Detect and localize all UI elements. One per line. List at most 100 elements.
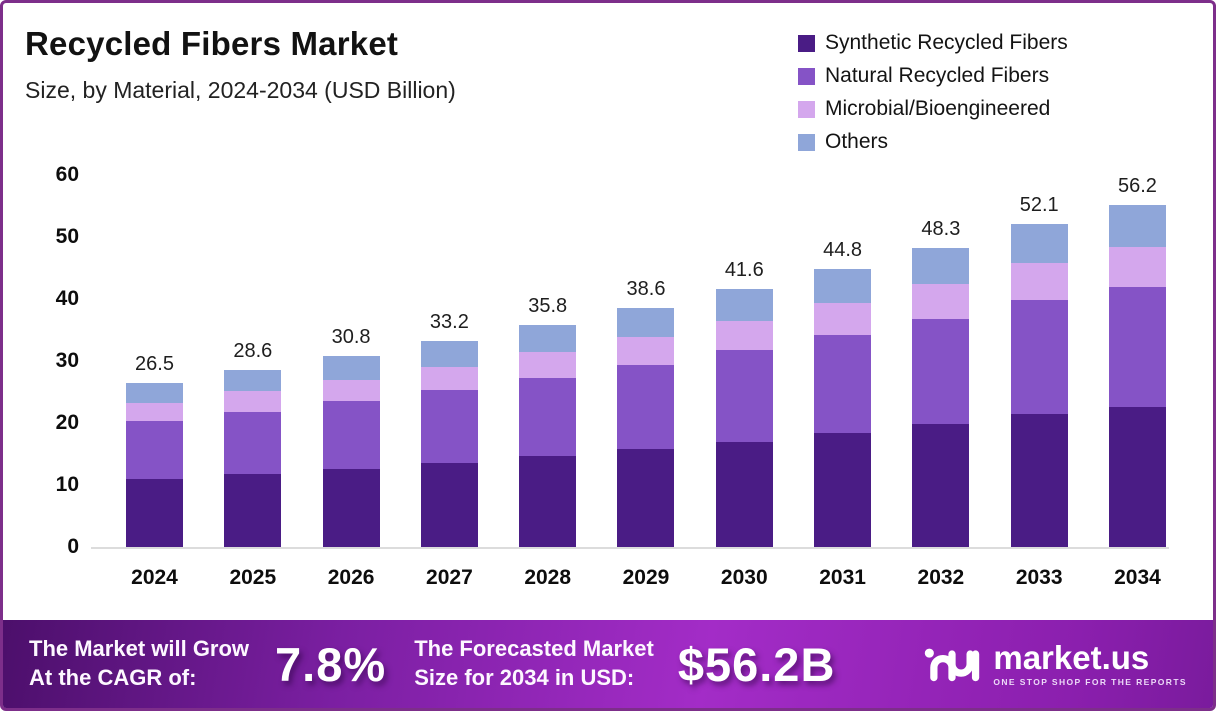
legend-label: Natural Recycled Fibers: [825, 64, 1050, 87]
y-tick-20: 20: [55, 411, 79, 434]
bars-row: 26.5 28.6 30.8 33.2 35.8 38.6 41.6 44.8 48.3 52.1…: [126, 175, 1166, 547]
bar-2025: 28.6: [224, 175, 282, 547]
page-subtitle: Size, by Material, 2024-2034 (USD Billio…: [25, 77, 456, 103]
forecast-label: The Forecasted Market Size for 2034 in U…: [414, 636, 654, 690]
x-tick-2033: 2033: [1015, 566, 1063, 589]
bar-segment: [912, 284, 970, 319]
bar-segment: [322, 379, 380, 402]
bar-segment: [1108, 286, 1166, 408]
bar-segment: [420, 341, 478, 367]
bar-segment: [126, 421, 183, 480]
market-us-logo: market.us ONE STOP SHOP FOR THE REPORTS: [923, 641, 1187, 687]
bar-segment: [519, 325, 577, 353]
x-tick-2026: 2026: [327, 566, 375, 589]
bar-segment: [519, 352, 577, 378]
bar-segment: [1108, 407, 1166, 547]
logo-wordmark: market.us: [993, 639, 1150, 676]
x-tick-2032: 2032: [917, 566, 965, 589]
y-tick-10: 10: [55, 473, 79, 496]
bar-segment: [519, 455, 577, 547]
legend-swatch-icon: [798, 68, 815, 85]
x-tick-2034: 2034: [1114, 566, 1161, 589]
legend-item-1: Synthetic Recycled Fibers: [798, 31, 1068, 55]
bar-2032: 48.3: [912, 175, 970, 547]
page-title: Recycled Fibers Market: [25, 25, 399, 62]
bar-segment: [715, 350, 773, 442]
bar-segment: [617, 307, 675, 337]
market-us-logo-icon: [925, 648, 980, 682]
bar-segment: [715, 320, 773, 351]
x-axis-line: [91, 547, 1169, 549]
bar-2028: 35.8: [519, 175, 577, 547]
y-tick-50: 50: [55, 225, 79, 248]
legend-label: Others: [825, 130, 889, 153]
legend-item-3: Microbial/Bioengineered: [798, 97, 1068, 121]
footer-banner: The Market will Grow At the CAGR of: 7.8…: [3, 620, 1213, 708]
bar-segment: [814, 432, 872, 547]
bar-segment: [1010, 263, 1068, 301]
bar-2027: 33.2: [420, 175, 478, 547]
bar-total-label: 35.8: [528, 295, 568, 318]
bar-segment: [420, 390, 478, 463]
legend-label: Microbial/Bioengineered: [825, 97, 1051, 120]
y-tick-60: 60: [55, 163, 79, 186]
bar-segment: [1010, 300, 1068, 415]
bar-2030: 41.6: [715, 175, 773, 547]
x-axis-labels: 2024 2025 2026 2027 2028 2029 2030 2031 2032 2033…: [126, 566, 1166, 590]
x-tick-2024: 2024: [131, 566, 178, 589]
x-tick-2030: 2030: [720, 566, 768, 589]
y-tick-0: 0: [67, 535, 79, 558]
bar-segment: [715, 441, 773, 547]
bar-segment: [912, 318, 970, 425]
legend-item-2: Natural Recycled Fibers: [798, 64, 1068, 88]
bar-segment: [322, 356, 380, 380]
bar-2024: 26.5: [126, 175, 183, 547]
bar-segment: [617, 336, 675, 365]
bar-total-label: 30.8: [331, 326, 371, 349]
bar-segment: [617, 449, 675, 547]
forecast-value: $56.2B: [677, 637, 836, 691]
bar-total-label: 38.6: [626, 277, 666, 300]
bar-segment: [519, 377, 577, 456]
bar-2034: 56.2: [1108, 174, 1166, 547]
bar-segment: [126, 402, 183, 422]
x-tick-2028: 2028: [524, 566, 572, 589]
bar-segment: [126, 479, 183, 547]
cagr-value: 7.8%: [275, 637, 387, 691]
bar-segment: [715, 289, 773, 321]
legend-swatch-icon: [798, 101, 815, 118]
legend-label: Synthetic Recycled Fibers: [825, 31, 1068, 54]
header: Recycled Fibers Market Size, by Material…: [25, 25, 456, 104]
bar-segment: [224, 369, 282, 392]
bar-segment: [912, 247, 970, 285]
x-tick-2029: 2029: [622, 566, 670, 589]
bar-2031: 44.8: [814, 175, 872, 547]
x-tick-2027: 2027: [426, 566, 473, 589]
bar-segment: [420, 366, 478, 391]
y-tick-30: 30: [55, 349, 79, 372]
bar-total-label: 28.6: [233, 339, 273, 362]
bar-segment: [1108, 204, 1166, 247]
cagr-label: The Market will Grow At the CAGR of:: [29, 636, 250, 690]
bar-2033: 52.1: [1010, 175, 1068, 547]
bar-segment: [912, 424, 970, 547]
legend-item-4: Others: [798, 130, 1068, 154]
bar-segment: [814, 334, 872, 433]
bar-segment: [814, 269, 872, 303]
bar-segment: [322, 468, 380, 547]
bar-total-label: 44.8: [823, 239, 863, 262]
bar-total-label: 48.3: [921, 217, 961, 240]
x-tick-2025: 2025: [229, 566, 277, 589]
bar-segment: [224, 474, 282, 547]
bar-segment: [1010, 224, 1068, 264]
bar-segment: [1108, 246, 1166, 287]
bar-total-label: 56.2: [1118, 174, 1157, 197]
logo-tagline: ONE STOP SHOP FOR THE REPORTS: [993, 677, 1187, 687]
bar-2029: 38.6: [617, 175, 675, 547]
legend-swatch-icon: [798, 35, 815, 52]
bar-segment: [617, 364, 675, 450]
logo-text-block: market.us ONE STOP SHOP FOR THE REPORTS: [993, 641, 1187, 687]
bar-total-label: 52.1: [1019, 194, 1059, 217]
x-tick-2031: 2031: [819, 566, 866, 589]
